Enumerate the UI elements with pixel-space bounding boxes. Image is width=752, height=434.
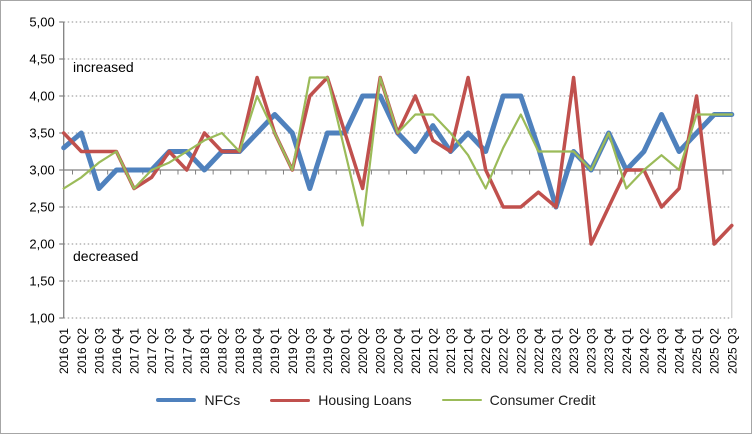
x-axis-label: 2016 Q1: [57, 328, 71, 374]
legend-item-housing-loans: Housing Loans: [270, 392, 412, 408]
x-axis-label: 2018 Q2: [215, 328, 229, 374]
x-axis-label: 2021 Q3: [444, 328, 458, 374]
x-axis-label: 2019 Q3: [303, 328, 317, 374]
x-axis-label: 2021 Q4: [462, 328, 476, 374]
series-line-housing-loans: [61, 75, 734, 246]
x-axis-label: 2023 Q1: [549, 328, 563, 374]
x-axis-label: 2025 Q2: [708, 328, 722, 374]
y-axis-label: 5,00: [29, 15, 54, 30]
series-line-consumer-credit: [62, 76, 733, 227]
x-axis-label: 2025 Q1: [690, 328, 704, 374]
x-axis-label: 2022 Q3: [514, 328, 528, 374]
x-axis-label: 2018 Q4: [251, 328, 265, 374]
x-axis-label: 2022 Q2: [497, 328, 511, 374]
x-axis-label: 2021 Q1: [409, 328, 423, 374]
annotation-decreased: decreased: [73, 248, 139, 264]
y-axis-label: 1,50: [29, 274, 54, 289]
x-axis-label: 2018 Q3: [233, 328, 247, 374]
x-axis-label: 2020 Q3: [374, 328, 388, 374]
x-axis-label: 2018 Q1: [198, 328, 212, 374]
legend-label-nfcs: NFCs: [204, 392, 241, 408]
y-axis-label: 4,50: [29, 52, 54, 67]
y-axis-label: 2,00: [29, 237, 54, 252]
legend-label-housing-loans: Housing Loans: [318, 392, 412, 408]
y-axis-label: 3,00: [29, 163, 54, 178]
annotation-increased: increased: [73, 59, 134, 75]
x-axis-label: 2017 Q1: [128, 328, 142, 374]
x-axis-label: 2016 Q3: [92, 328, 106, 374]
x-axis-label: 2023 Q3: [585, 328, 599, 374]
x-axis-label: 2020 Q1: [339, 328, 353, 374]
housing-loans-line-swatch: [270, 398, 311, 402]
x-axis-label: 2025 Q3: [725, 328, 739, 374]
y-axis-label: 1,00: [29, 311, 54, 326]
x-axis-label: 2023 Q2: [567, 328, 581, 374]
x-axis-label: 2023 Q4: [602, 328, 616, 374]
x-axis-label: 2019 Q4: [321, 328, 335, 374]
x-axis-label: 2022 Q1: [479, 328, 493, 374]
x-axis-label: 2020 Q2: [356, 328, 370, 374]
x-axis-label: 2024 Q2: [637, 328, 651, 374]
x-axis-label: 2024 Q1: [620, 328, 634, 374]
legend-label-consumer-credit: Consumer Credit: [489, 392, 596, 408]
y-axis-label: 3,50: [29, 126, 54, 141]
y-axis-label: 2,50: [29, 200, 54, 215]
x-axis-label: 2022 Q4: [532, 328, 546, 374]
x-axis-label: 2019 Q2: [286, 328, 300, 374]
legend-item-consumer-credit: Consumer Credit: [441, 392, 596, 408]
legend-item-nfcs: NFCs: [156, 392, 240, 408]
consumer-credit-line-swatch: [441, 398, 482, 402]
x-axis-label: 2019 Q1: [268, 328, 282, 374]
x-axis-label: 2020 Q4: [391, 328, 405, 374]
series-line-nfcs: [61, 93, 735, 210]
x-axis-label: 2017 Q4: [180, 328, 194, 374]
x-axis-label: 2016 Q4: [110, 328, 124, 374]
x-axis-label: 2021 Q2: [426, 328, 440, 374]
x-axis-label: 2017 Q2: [145, 328, 159, 374]
x-axis-label: 2024 Q3: [655, 328, 669, 374]
y-axis-label: 4,00: [29, 89, 54, 104]
x-axis-label: 2024 Q4: [673, 328, 687, 374]
x-axis-label: 2016 Q2: [75, 328, 89, 374]
nfcs-line-swatch: [156, 397, 197, 403]
legend: NFCs Housing Loans Consumer Credit: [1, 392, 751, 408]
x-axis-label: 2017 Q3: [163, 328, 177, 374]
